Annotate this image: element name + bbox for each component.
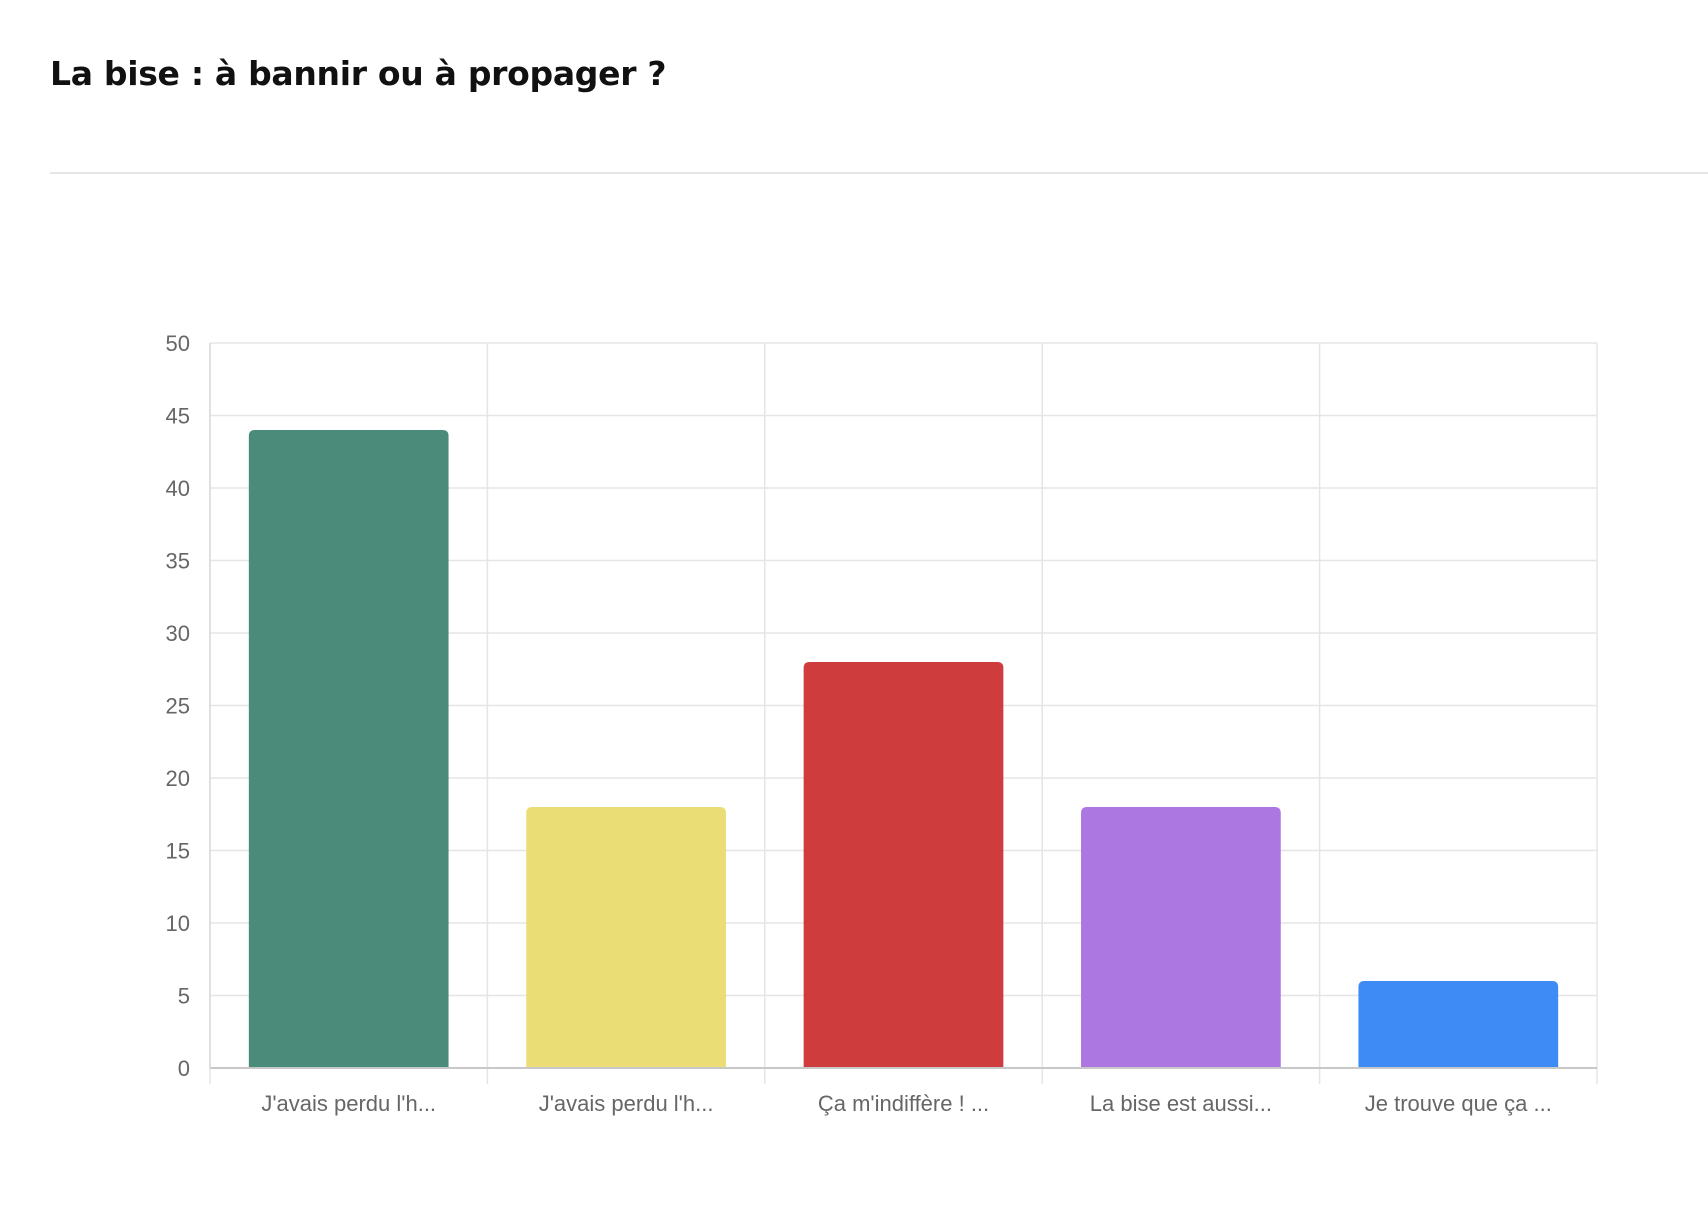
x-tick-label: La bise est aussi... bbox=[1090, 1091, 1272, 1116]
x-tick-label: J'avais perdu l'h... bbox=[539, 1091, 714, 1116]
x-tick-label: Je trouve que ça ... bbox=[1365, 1091, 1552, 1116]
bar bbox=[803, 662, 1004, 1068]
bar bbox=[1358, 981, 1559, 1068]
title-divider bbox=[50, 172, 1708, 174]
y-tick-label: 35 bbox=[166, 549, 190, 574]
page-title: La bise : à bannir ou à propager ? bbox=[50, 54, 667, 93]
y-tick-label: 20 bbox=[166, 766, 190, 791]
y-tick-label: 45 bbox=[166, 404, 190, 429]
x-tick-label: Ça m'indiffère ! ... bbox=[818, 1091, 989, 1116]
y-tick-label: 50 bbox=[166, 331, 190, 356]
y-tick-label: 40 bbox=[166, 476, 190, 501]
chart-axes bbox=[209, 343, 1597, 1069]
chart-labels: 0 5 10 15 20 25 30 35 40 45 50 J'avais perdu l'h...… bbox=[166, 331, 1552, 1116]
bar bbox=[526, 807, 726, 1068]
bar bbox=[1081, 807, 1281, 1068]
y-tick-label: 0 bbox=[178, 1056, 190, 1081]
y-tick-label: 15 bbox=[166, 839, 190, 864]
y-tick-label: 10 bbox=[166, 911, 190, 936]
y-tick-label: 25 bbox=[166, 694, 190, 719]
chart-bars bbox=[248, 430, 1559, 1068]
bar bbox=[248, 430, 449, 1068]
y-tick-label: 5 bbox=[178, 984, 190, 1009]
y-tick-label: 30 bbox=[166, 621, 190, 646]
x-tick-label: J'avais perdu l'h... bbox=[261, 1091, 436, 1116]
